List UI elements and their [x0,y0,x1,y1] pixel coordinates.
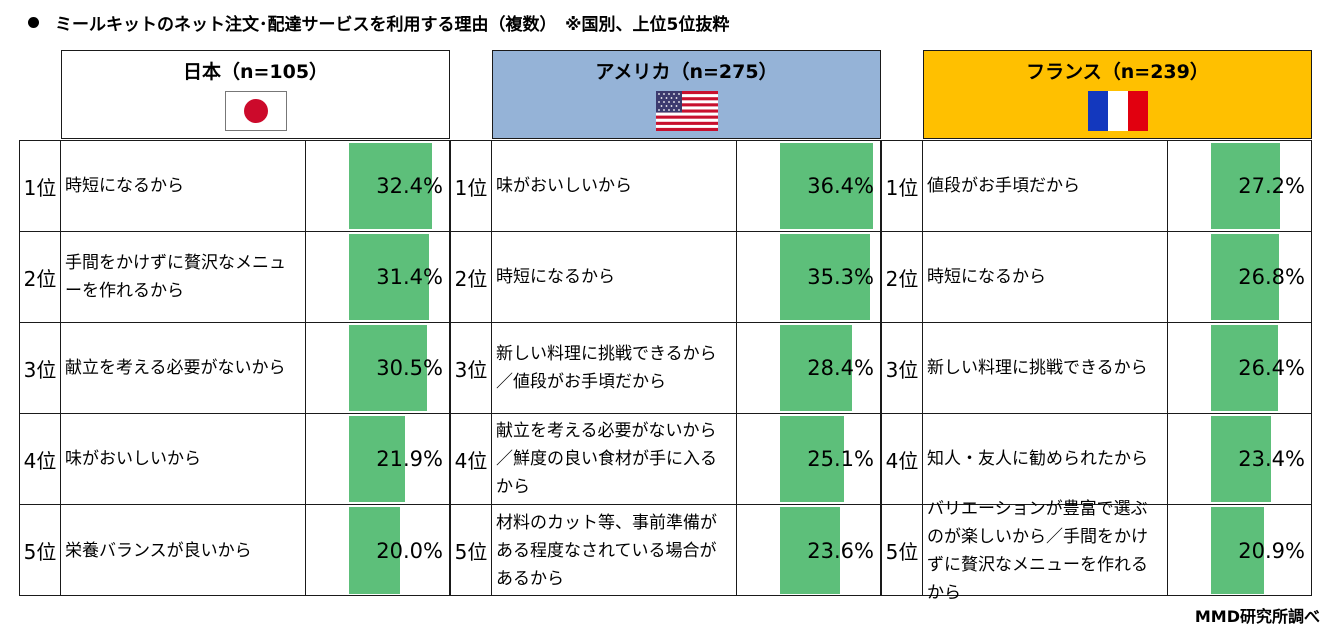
rank-label: 5位 [20,505,61,596]
chart-title: ミールキットのネット注文･配達サービスを利用する理由（複数） ※国別、上位5位抜… [12,10,729,35]
usa-ranking-table: 1位 味がおいしいから 36.4% 2位 時短になるから 35.3% 3位 新しい料理に挑戦で… [450,140,881,596]
reason-label: 味がおいしいから [492,141,737,231]
table-row: 1位 時短になるから 32.4% [20,141,449,232]
france-header-label: フランス（n=239） [1026,61,1209,83]
rank-label: 2位 [20,232,61,322]
japan-header-label: 日本（n=105） [182,61,329,83]
table-row: 5位 材料のカット等、事前準備がある程度なされている場合があるから 23.6% [451,505,880,596]
usa-flag-icon [655,91,718,131]
value-label: 28.4% [807,356,874,380]
france-ranking-table: 1位 値段がお手頃だから 27.2% 2位 時短になるから 26.8% 3位 新しい料理に挑戦… [881,140,1312,603]
japan-flag-icon [224,91,287,131]
value-bar [349,507,400,594]
table-row: 4位 味がおいしいから 21.9% [20,414,449,505]
reason-label: バリエーションが豊富で選ぶのが楽しいから／手間をかけずに贅沢なメニューを作れるか… [923,499,1168,603]
reason-label: 献立を考える必要がないから／鮮度の良い食材が手に入るから [492,414,737,504]
value-label: 30.5% [376,356,443,380]
value-label: 32.4% [376,174,443,198]
rank-label: 1位 [882,141,923,231]
table-row: 3位 新しい料理に挑戦できるから 26.4% [882,323,1311,414]
reason-label: 新しい料理に挑戦できるから／値段がお手頃だから [492,323,737,413]
value-label: 25.1% [807,447,874,471]
value-bar [1211,507,1265,594]
value-label: 23.4% [1238,447,1305,471]
reason-label: 献立を考える必要がないから [61,323,306,413]
rank-label: 3位 [882,323,923,413]
rank-label: 1位 [20,141,61,231]
rank-label: 2位 [451,232,492,322]
value-bar [780,234,870,320]
chart-title-text: ミールキットのネット注文･配達サービスを利用する理由（複数） ※国別、上位5位抜… [55,15,730,35]
value-label: 26.4% [1238,356,1305,380]
value-label: 36.4% [807,174,874,198]
rank-label: 1位 [451,141,492,231]
reason-label: 栄養バランスが良いから [61,505,306,596]
reason-label: 時短になるから [61,141,306,231]
rank-label: 4位 [20,414,61,504]
value-label: 26.8% [1238,265,1305,289]
value-label: 31.4% [376,265,443,289]
table-row: 2位 時短になるから 26.8% [882,232,1311,323]
table-row: 5位 バリエーションが豊富で選ぶのが楽しいから／手間をかけずに贅沢なメニューを作れ… [882,499,1311,603]
value-label: 35.3% [807,265,874,289]
table-row: 4位 献立を考える必要がないから／鮮度の良い食材が手に入るから 25.1% [451,414,880,505]
value-label: 27.2% [1238,174,1305,198]
value-bar [780,507,841,594]
reason-label: 時短になるから [492,232,737,322]
value-bar [349,234,430,320]
rank-label: 4位 [882,414,923,504]
japan-ranking-table: 1位 時短になるから 32.4% 2位 手間をかけずに贅沢なメニューを作れるから 31.4… [19,140,450,596]
value-bar [1211,325,1279,411]
rank-label: 5位 [451,505,492,596]
value-bar [780,325,853,411]
rank-label: 2位 [882,232,923,322]
table-row: 5位 栄養バランスが良いから 20.0% [20,505,449,596]
rank-label: 4位 [451,414,492,504]
value-bar [780,416,844,502]
table-row: 1位 味がおいしいから 36.4% [451,141,880,232]
source-credit: MMD研究所調べ [1194,607,1320,626]
table-row: 2位 手間をかけずに贅沢なメニューを作れるから 31.4% [20,232,449,323]
value-label: 20.0% [376,538,443,563]
value-bar [1211,143,1281,229]
value-bar [1211,234,1280,320]
usa-header: アメリカ（n=275） [492,50,881,139]
table-row: 3位 新しい料理に挑戦できるから／値段がお手頃だから 28.4% [451,323,880,414]
value-bar [1211,416,1271,502]
table-row: 1位 値段がお手頃だから 27.2% [882,141,1311,232]
reason-label: 時短になるから [923,232,1168,322]
rank-label: 5位 [882,505,923,596]
reason-label: 手間をかけずに贅沢なメニューを作れるから [61,232,306,322]
rank-label: 3位 [20,323,61,413]
japan-header: 日本（n=105） [61,50,450,139]
value-bar [349,143,432,229]
value-label: 21.9% [376,447,443,471]
value-bar [780,143,873,229]
value-label: 23.6% [807,538,874,563]
value-bar [349,416,405,502]
france-header: フランス（n=239） [923,50,1312,139]
value-label: 20.9% [1238,538,1305,563]
reason-label: 知人・友人に勧められたから [923,414,1168,504]
bullet-icon [28,17,39,28]
reason-label: 味がおいしいから [61,414,306,504]
rank-label: 3位 [451,323,492,413]
reason-label: 材料のカット等、事前準備がある程度なされている場合があるから [492,505,737,596]
france-flag-icon [1087,91,1148,131]
table-row: 3位 献立を考える必要がないから 30.5% [20,323,449,414]
usa-header-label: アメリカ（n=275） [595,61,778,83]
table-row: 2位 時短になるから 35.3% [451,232,880,323]
table-row: 4位 知人・友人に勧められたから 23.4% [882,414,1311,505]
reason-label: 新しい料理に挑戦できるから [923,323,1168,413]
value-bar [349,325,427,411]
reason-label: 値段がお手頃だから [923,141,1168,231]
